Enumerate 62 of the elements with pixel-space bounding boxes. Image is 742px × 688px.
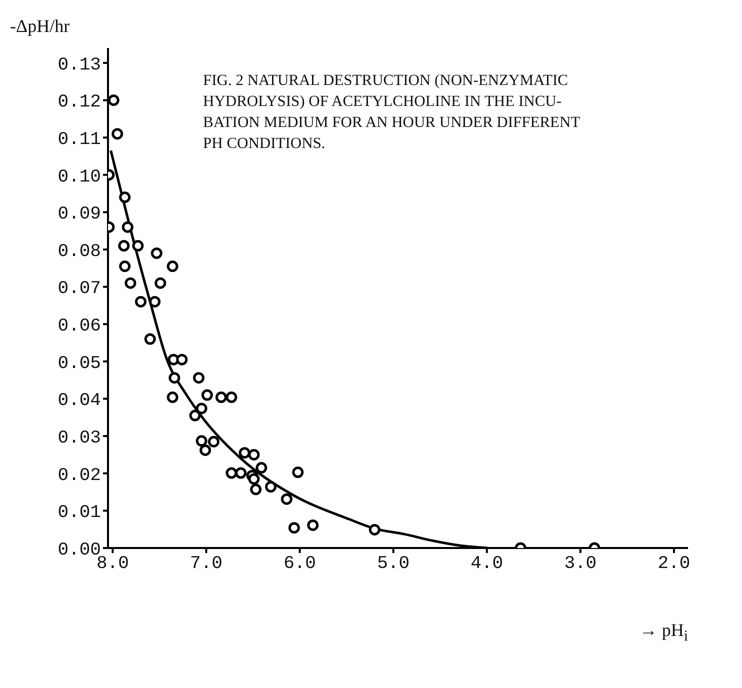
point	[248, 473, 260, 485]
y-tick-label: 0.08	[58, 242, 101, 262]
x-tick-label: 2.0	[658, 554, 690, 574]
point	[292, 466, 304, 478]
y-tick-label: 0.01	[58, 503, 101, 524]
point	[215, 392, 227, 404]
y-tick-label: 0.05	[58, 354, 101, 374]
point	[112, 128, 124, 140]
point	[250, 484, 262, 496]
point	[122, 221, 134, 233]
point	[119, 192, 131, 204]
x-tick-label: 7.0	[190, 554, 222, 574]
y-axis-title: -ΔpH/hr	[10, 16, 70, 37]
x-tick-label: 4.0	[470, 554, 504, 574]
point	[168, 372, 180, 384]
point	[176, 354, 188, 366]
point	[256, 462, 268, 474]
point	[189, 410, 201, 422]
point	[201, 389, 213, 401]
point	[196, 402, 208, 414]
y-tick-label: 0.02	[58, 466, 101, 486]
point	[149, 296, 161, 308]
point	[192, 372, 204, 384]
point	[368, 524, 380, 536]
x-tick-label: 5.0	[377, 554, 410, 574]
point	[166, 392, 178, 404]
y-tick-label: 0.06	[58, 316, 101, 337]
y-tick-label: 0.07	[58, 279, 101, 300]
point	[226, 392, 238, 404]
point	[166, 260, 178, 272]
point	[280, 493, 292, 505]
point	[154, 277, 166, 289]
point	[238, 447, 250, 459]
point	[200, 444, 212, 456]
x-tick-label: 6.0	[284, 554, 316, 574]
point	[265, 481, 277, 493]
point	[118, 240, 130, 252]
point	[248, 448, 260, 460]
point	[108, 94, 120, 106]
y-tick-label: 0.09	[58, 204, 101, 225]
y-tick-label: 0.12	[58, 92, 101, 113]
point	[208, 436, 220, 448]
point	[196, 435, 208, 447]
x-tick-label: 8.0	[96, 554, 129, 574]
point	[235, 467, 247, 479]
point	[134, 296, 146, 308]
point	[307, 519, 319, 531]
point	[124, 277, 136, 289]
point	[144, 333, 156, 345]
y-tick-label: 0.11	[58, 130, 101, 150]
point	[119, 260, 131, 272]
point	[150, 247, 162, 259]
y-tick-label: 0.03	[58, 428, 101, 448]
x-axis-title: → pH$_{i}$	[639, 620, 688, 646]
y-tick-label: 0.13	[58, 55, 101, 76]
text: FIG. 2 NATURAL DESTRUCTION (NON-ENZYMATIC HYDROLYSIS) OF ACETYLCHOLINE IN THE INCU- BATION MEDIUM FOR AN HOUR UNDER DIFFERENT PH CONDITIONS.	[203, 71, 580, 154]
x-tick-label: 3.0	[564, 554, 597, 574]
point	[288, 522, 300, 534]
point	[132, 240, 144, 252]
y-tick-label: 0.10	[58, 167, 101, 188]
y-tick-label: 0.04	[58, 391, 101, 412]
point	[226, 467, 238, 479]
